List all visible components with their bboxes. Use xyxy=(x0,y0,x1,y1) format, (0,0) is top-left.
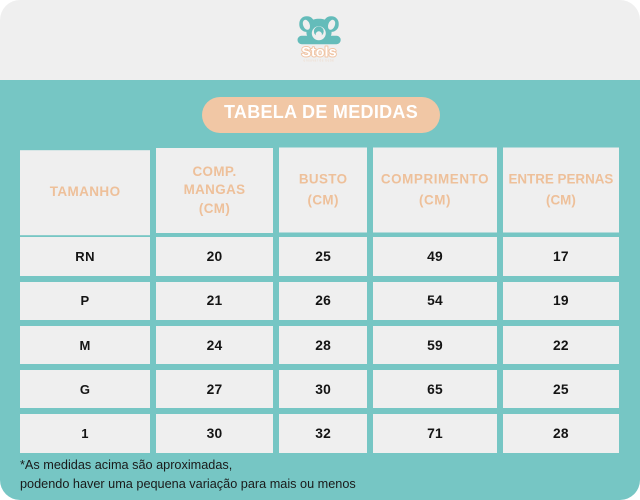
svg-text:Stols: Stols xyxy=(301,45,336,61)
svg-text:enxoval de bebê: enxoval de bebê xyxy=(304,59,335,63)
